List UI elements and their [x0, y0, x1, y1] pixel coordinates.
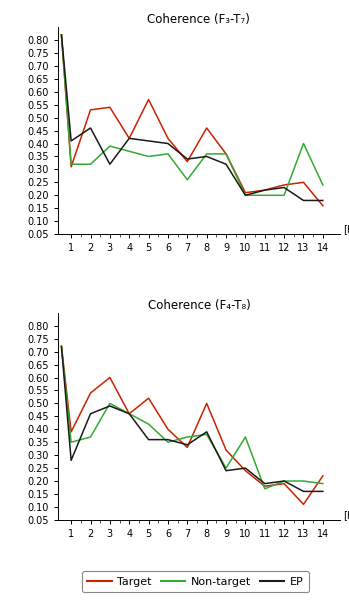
- Text: [Hz]: [Hz]: [343, 224, 349, 234]
- Title: Coherence (F₃-T₇): Coherence (F₃-T₇): [148, 13, 250, 26]
- Title: Coherence (F₄-T₈): Coherence (F₄-T₈): [148, 299, 250, 312]
- Legend: Target, Non-target, EP: Target, Non-target, EP: [82, 572, 309, 593]
- Text: [Hz]: [Hz]: [343, 510, 349, 520]
